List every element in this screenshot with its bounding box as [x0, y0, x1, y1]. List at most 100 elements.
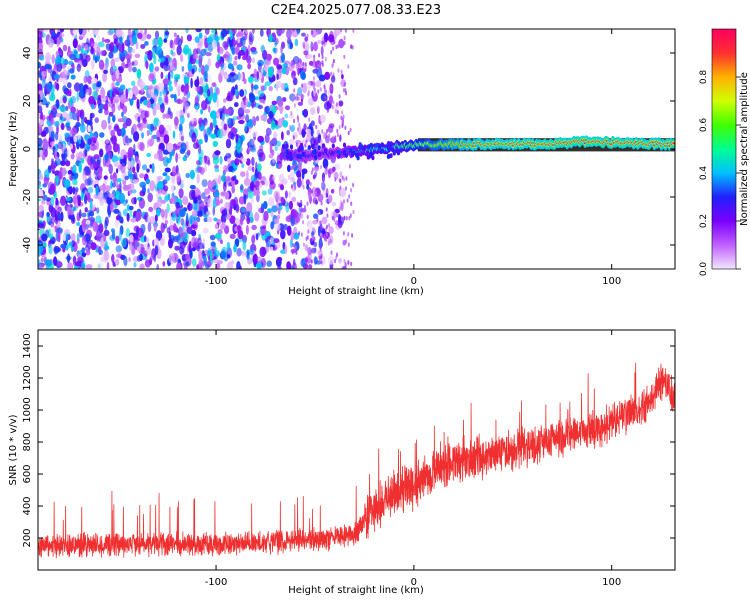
- noise-blob: [330, 50, 333, 55]
- noise-blob: [202, 227, 209, 234]
- noise-blob: [73, 135, 78, 143]
- noise-blob: [276, 73, 279, 81]
- noise-blob: [308, 195, 311, 200]
- noise-blob: [318, 63, 321, 68]
- track-segment: [297, 147, 301, 153]
- noise-blob: [39, 55, 45, 61]
- noise-blob: [347, 242, 350, 247]
- noise-blob: [71, 214, 75, 222]
- noise-blob: [45, 52, 52, 62]
- spectrogram-x-axis-label: Height of straight line (km): [288, 286, 424, 297]
- noise-blob: [320, 233, 323, 238]
- noise-blob: [251, 131, 259, 138]
- noise-blob: [230, 260, 235, 265]
- noise-blob: [296, 115, 299, 120]
- noise-blob: [125, 135, 129, 144]
- noise-blob: [91, 58, 95, 70]
- track-segment: [317, 145, 321, 151]
- noise-blob: [229, 92, 233, 100]
- noise-blob: [290, 61, 293, 66]
- noise-blob: [50, 183, 55, 195]
- noise-blob: [351, 233, 354, 238]
- noise-blob: [265, 127, 272, 136]
- noise-blob: [224, 108, 231, 115]
- noise-blob: [237, 229, 244, 240]
- noise-blob: [306, 235, 309, 240]
- noise-blob: [286, 38, 292, 45]
- noise-blob: [270, 211, 274, 218]
- noise-blob: [140, 44, 146, 49]
- noise-blob: [298, 126, 302, 136]
- noise-blob: [191, 68, 195, 75]
- noise-blob: [308, 97, 314, 106]
- noise-blob: [180, 142, 187, 153]
- track-segment: [352, 150, 356, 156]
- noise-blob: [291, 250, 294, 255]
- noise-blob: [181, 65, 185, 72]
- noise-blob: [301, 83, 304, 88]
- noise-blob: [110, 129, 115, 138]
- noise-blob: [230, 132, 235, 140]
- noise-blob: [62, 85, 67, 92]
- noise-blob: [326, 128, 329, 134]
- noise-blob: [310, 107, 316, 116]
- noise-blob: [51, 226, 56, 235]
- noise-blob: [319, 220, 322, 225]
- noise-blob: [115, 235, 120, 245]
- noise-blob: [109, 41, 115, 53]
- snr-x-tick-label: 0: [411, 577, 417, 588]
- noise-blob: [158, 124, 165, 135]
- noise-blob: [219, 155, 223, 165]
- noise-blob: [345, 239, 348, 244]
- noise-blob: [196, 216, 201, 223]
- noise-blob: [183, 75, 188, 85]
- noise-blob: [192, 54, 199, 59]
- noise-blob: [38, 105, 43, 114]
- noise-blob: [75, 152, 80, 160]
- noise-blob: [290, 165, 293, 171]
- colorbar-tick-label: 0.4: [699, 166, 709, 181]
- noise-blob: [153, 237, 160, 248]
- noise-blob: [273, 47, 277, 53]
- noise-blob: [309, 192, 312, 197]
- noise-blob: [246, 202, 253, 213]
- noise-blob: [240, 100, 247, 110]
- noise-blob: [231, 199, 237, 207]
- noise-blob: [240, 36, 246, 47]
- noise-blob: [321, 181, 324, 187]
- noise-blob: [245, 211, 250, 218]
- noise-blob: [244, 123, 248, 133]
- noise-blob: [276, 241, 280, 247]
- noise-blob: [346, 198, 349, 203]
- noise-blob: [146, 168, 150, 173]
- noise-blob: [132, 179, 139, 185]
- noise-blob: [126, 34, 130, 45]
- noise-blob: [280, 44, 283, 54]
- noise-blob: [225, 138, 232, 149]
- track-segment: [395, 148, 399, 154]
- noise-blob: [256, 193, 260, 203]
- noise-blob: [214, 223, 219, 229]
- noise-blob: [116, 178, 122, 183]
- noise-blob: [67, 82, 72, 89]
- noise-blob: [339, 134, 342, 142]
- noise-blob: [245, 158, 251, 166]
- noise-blob: [86, 120, 93, 126]
- noise-blob: [255, 180, 260, 188]
- noise-blob: [304, 244, 309, 252]
- noise-blob: [44, 148, 48, 158]
- noise-blob: [72, 179, 78, 186]
- noise-blob: [280, 82, 285, 91]
- noise-blob: [188, 240, 192, 252]
- noise-blob: [272, 158, 275, 164]
- noise-blob: [296, 201, 299, 206]
- noise-blob: [330, 137, 332, 142]
- snr-panel: -100 0 100 200 400 600 800 1000 1200 1400 Height…: [8, 329, 676, 596]
- noise-blob: [271, 205, 278, 213]
- noise-blob: [72, 256, 77, 263]
- noise-blob: [338, 125, 341, 130]
- noise-blob: [185, 253, 190, 260]
- noise-blob: [293, 118, 295, 124]
- noise-blob: [311, 189, 313, 194]
- spectrogram-x-tick-label: 100: [602, 276, 621, 287]
